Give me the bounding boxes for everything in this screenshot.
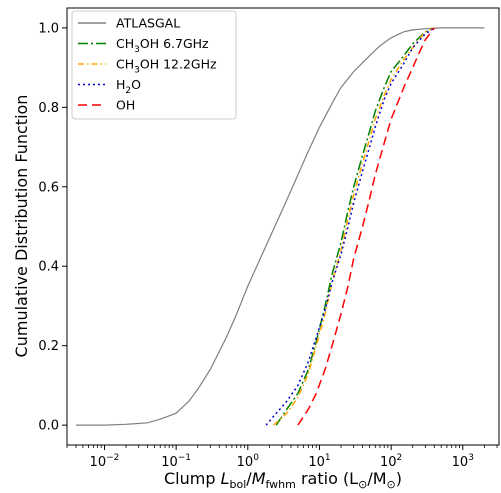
- y-axis-ticks: 0.0 0.2 0.4 0.6 0.8 1.0: [38, 21, 67, 434]
- x-tick-label: 10−1: [161, 453, 191, 470]
- y-axis-label: Cumulative Distribution Function: [12, 95, 31, 358]
- series-line-5: [297, 27, 435, 426]
- series-layer: [76, 27, 485, 426]
- series-line-1: [76, 27, 485, 426]
- y-tick-label: 0.2: [38, 339, 59, 354]
- y-tick-label: 0.0: [38, 419, 59, 434]
- legend-box: [71, 10, 237, 120]
- legend-label-5: OH: [116, 98, 135, 113]
- x-axis-ticks: 10−2 10−1 100 101 102 103: [66, 445, 498, 470]
- x-axis-label: Clump Lbol/Mfwhm ratio (L⊙/M⊙): [164, 469, 402, 491]
- plot-frame: [66, 7, 500, 446]
- x-tick-label: 101: [308, 453, 330, 470]
- y-tick-label: 0.8: [38, 101, 59, 116]
- y-tick-label: 1.0: [38, 21, 59, 36]
- series-line-3: [273, 27, 435, 426]
- x-tick-label: 10−2: [90, 453, 120, 470]
- legend-label-3: CH3OH 12.2GHz: [116, 57, 217, 76]
- series-line-4: [265, 27, 435, 426]
- x-tick-label: 102: [380, 453, 402, 470]
- y-tick-label: 0.4: [38, 260, 59, 275]
- x-tick-label: 103: [452, 453, 474, 470]
- legend-label-1: ATLASGAL: [116, 16, 180, 31]
- legend-label-4: H2O: [116, 77, 141, 96]
- series-line-2: [275, 27, 435, 426]
- y-tick-label: 0.6: [38, 180, 59, 195]
- legend-label-2: CH3OH 6.7GHz: [116, 36, 209, 55]
- x-tick-label: 100: [237, 453, 260, 470]
